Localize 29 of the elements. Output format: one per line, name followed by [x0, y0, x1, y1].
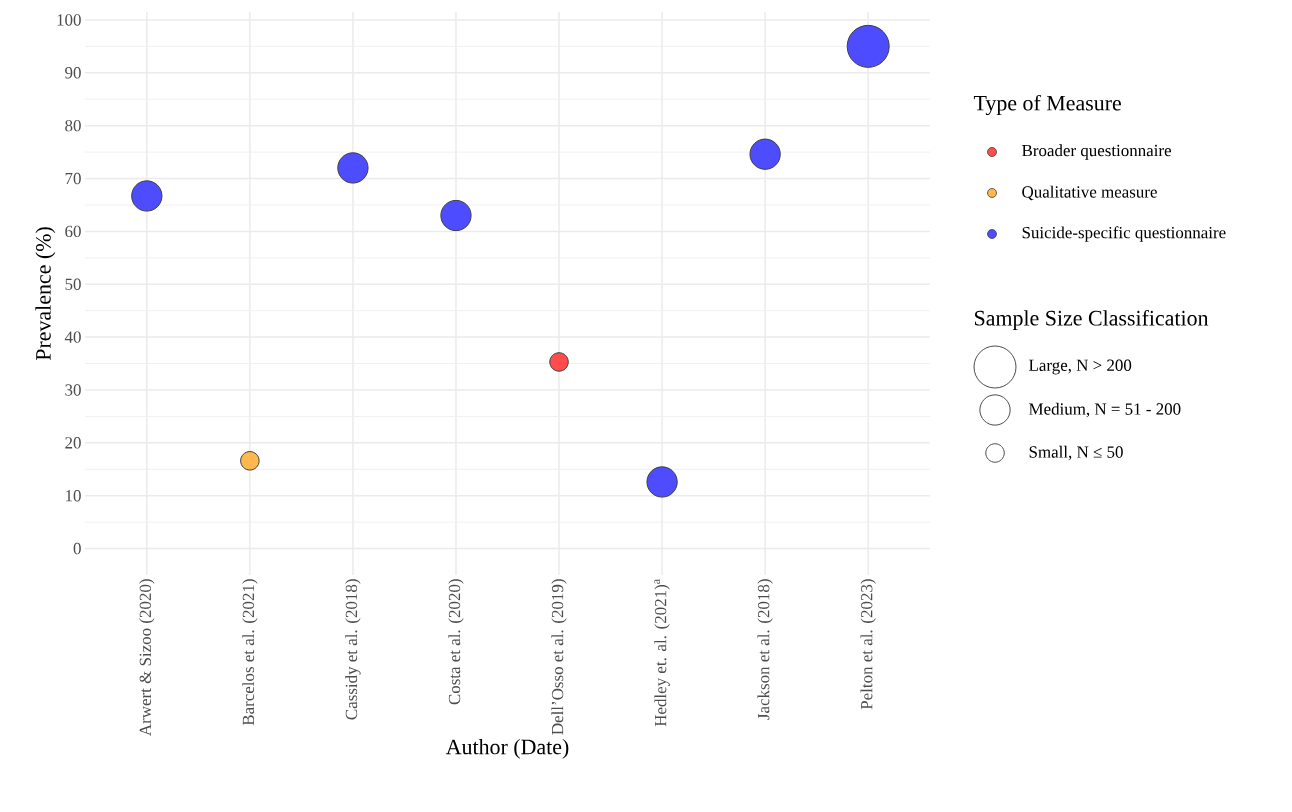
y-tick-label: 90: [65, 67, 81, 79]
x-tick-label: Jackson et al. (2018): [757, 579, 773, 720]
legend-label: Broader questionnaire: [1022, 144, 1171, 160]
y-tick-label: 70: [65, 172, 81, 185]
x-tick-label: Pelton et al. (2023): [860, 579, 876, 710]
y-tick-label: 50: [65, 278, 81, 290]
y-tick-label: 80: [65, 119, 81, 132]
legend-label: Small, N ≤ 50: [1029, 445, 1123, 461]
y-tick-label: 0: [73, 542, 81, 555]
y-tick-label: 10: [66, 489, 81, 502]
legend-label: Qualitative measure: [1022, 185, 1157, 201]
x-axis-title: Author (Date): [445, 738, 569, 759]
y-axis-title: Prevalence (%): [35, 227, 56, 361]
y-tick-label: 100: [57, 14, 81, 26]
x-tick-label: Barcelos et al. (2021): [242, 579, 258, 726]
x-tick-label: Dell’Osso et al. (2019): [551, 579, 567, 735]
text: Sample Size Classification: [975, 309, 1209, 331]
legend-label: Suicide-specific questionnaire: [1022, 226, 1226, 242]
x-tick-label: Costa et al. (2020): [448, 579, 464, 705]
x-tick-label: Arwert & Sizoo (2020): [139, 579, 155, 736]
y-tick-label: 60: [65, 225, 81, 238]
y-tick-label: 30: [65, 384, 81, 396]
legend-title: Type of Measure: [973, 94, 1121, 116]
x-tick-label: Hedley et. al. (2021)$^{a}$: [654, 579, 670, 727]
legend-label: Medium, N = 51 - 200: [1029, 402, 1181, 418]
y-tick-label: 40: [64, 331, 81, 343]
y-tick-label: 20: [65, 437, 81, 449]
x-tick-label: Cassidy et al. (2018): [345, 579, 361, 720]
legend-label: Large, N > 200: [1029, 359, 1132, 375]
